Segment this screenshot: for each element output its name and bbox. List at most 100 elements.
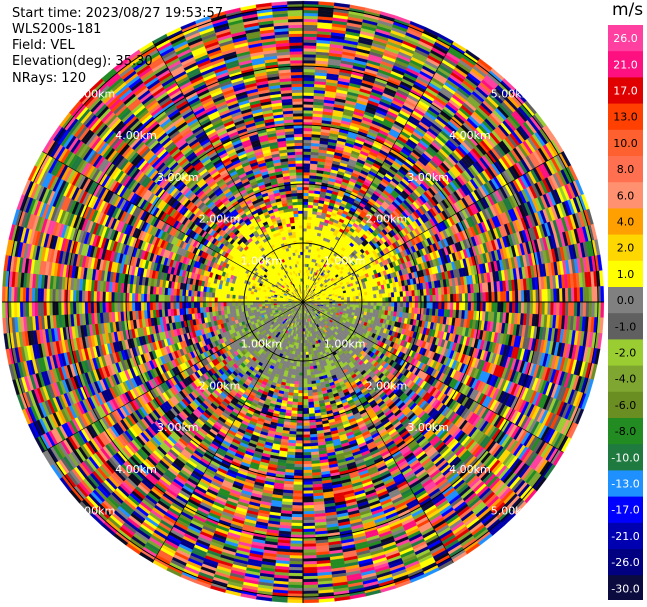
radar-gate bbox=[526, 289, 531, 303]
radar-gate bbox=[302, 151, 312, 155]
radar-gate bbox=[302, 98, 314, 102]
radar-gate bbox=[343, 297, 348, 300]
radar-gate bbox=[473, 292, 478, 303]
radar-gate bbox=[541, 289, 546, 303]
radar-gate bbox=[585, 286, 590, 303]
radar-gate bbox=[402, 307, 407, 313]
radar-gate bbox=[355, 295, 360, 300]
radar-gate bbox=[349, 304, 354, 308]
radar-gate bbox=[302, 56, 316, 61]
radar-gate bbox=[302, 160, 311, 164]
radar-gate bbox=[373, 305, 377, 310]
radar-gates bbox=[1, 0, 605, 604]
radar-gate bbox=[302, 195, 309, 200]
radar-gate bbox=[435, 301, 439, 310]
radar-gate bbox=[399, 291, 404, 298]
radar-gate bbox=[570, 287, 575, 303]
radar-gate bbox=[302, 59, 316, 64]
radar-gate bbox=[553, 288, 557, 303]
radar-gate bbox=[307, 213, 313, 218]
radar-gate bbox=[352, 296, 357, 300]
radar-gate bbox=[497, 291, 501, 303]
radar-gate bbox=[302, 86, 315, 91]
radar-gate bbox=[379, 293, 383, 299]
radar-gate bbox=[302, 42, 317, 46]
radar-gate bbox=[405, 301, 410, 308]
radar-gate bbox=[376, 305, 380, 311]
radar-gate bbox=[529, 289, 534, 303]
radar-gate bbox=[517, 290, 522, 303]
radar-gate bbox=[488, 301, 492, 313]
radar-gate bbox=[556, 301, 560, 316]
radar-gate bbox=[307, 204, 314, 209]
radar-gate bbox=[397, 296, 401, 303]
radar-gate bbox=[550, 301, 554, 316]
radar-gate bbox=[453, 293, 457, 303]
radar-gate bbox=[411, 307, 416, 314]
radar-gate bbox=[467, 293, 472, 303]
radar-gate bbox=[456, 293, 460, 303]
radar-gate bbox=[506, 301, 510, 313]
radar-gate bbox=[444, 294, 448, 303]
radar-gate bbox=[582, 287, 587, 303]
radar-gate bbox=[432, 294, 436, 303]
radar-gate bbox=[302, 118, 313, 123]
radar-gate bbox=[544, 289, 549, 303]
radar-gate bbox=[373, 297, 377, 303]
radar-gate bbox=[573, 287, 578, 303]
radar-gate bbox=[393, 291, 398, 298]
radar-gate bbox=[302, 110, 314, 114]
radar-gate bbox=[302, 15, 319, 20]
radar-gate bbox=[402, 291, 407, 297]
radar-gate bbox=[306, 225, 312, 229]
radar-gate bbox=[458, 293, 463, 303]
radar-gate bbox=[390, 292, 395, 298]
radar-gate bbox=[364, 295, 368, 299]
radar-gate bbox=[520, 301, 525, 314]
radar-gate bbox=[376, 301, 380, 307]
radar-gate bbox=[370, 305, 374, 310]
radar-gate bbox=[491, 301, 495, 313]
radar-gate bbox=[302, 154, 311, 158]
radar-gate bbox=[520, 290, 525, 303]
radar-gate bbox=[302, 21, 318, 26]
radar-gate bbox=[585, 301, 590, 318]
radar-gate bbox=[559, 301, 563, 316]
radar-gate bbox=[423, 301, 428, 309]
radar-gate bbox=[302, 207, 309, 211]
radar-gate bbox=[307, 210, 313, 215]
radar-gate bbox=[306, 228, 311, 232]
radar-gate bbox=[385, 297, 389, 303]
radar-gate bbox=[497, 301, 501, 313]
radar-gate bbox=[382, 297, 386, 303]
radar-gate bbox=[302, 71, 316, 76]
radar-gate bbox=[302, 130, 313, 135]
radar-gate bbox=[494, 301, 498, 313]
radar-gate bbox=[305, 251, 309, 256]
radar-gate bbox=[403, 296, 407, 303]
radar-gate bbox=[349, 294, 354, 298]
radar-gate bbox=[470, 292, 475, 303]
radar-gate bbox=[308, 192, 315, 197]
radar-gate bbox=[488, 291, 492, 303]
radar-gate bbox=[562, 301, 566, 316]
radar-gate bbox=[458, 301, 463, 311]
radar-gate bbox=[302, 101, 314, 105]
radar-gate bbox=[302, 145, 312, 149]
radar-gate bbox=[450, 301, 454, 311]
radar-gate bbox=[396, 306, 401, 313]
radar-gate bbox=[411, 290, 416, 297]
radar-gate bbox=[302, 204, 309, 208]
radar-gate bbox=[306, 237, 310, 241]
radar-gate bbox=[302, 175, 310, 179]
radar-gate bbox=[567, 287, 572, 303]
radar-gate bbox=[485, 292, 490, 303]
radar-gate bbox=[429, 295, 433, 303]
radar-gate bbox=[355, 293, 359, 297]
radar-gate bbox=[302, 95, 314, 99]
radar-gate bbox=[526, 301, 531, 315]
radar-gate bbox=[349, 296, 354, 300]
radar-gate bbox=[582, 301, 587, 317]
radar-gate bbox=[532, 301, 537, 315]
radar-gate bbox=[500, 301, 504, 313]
